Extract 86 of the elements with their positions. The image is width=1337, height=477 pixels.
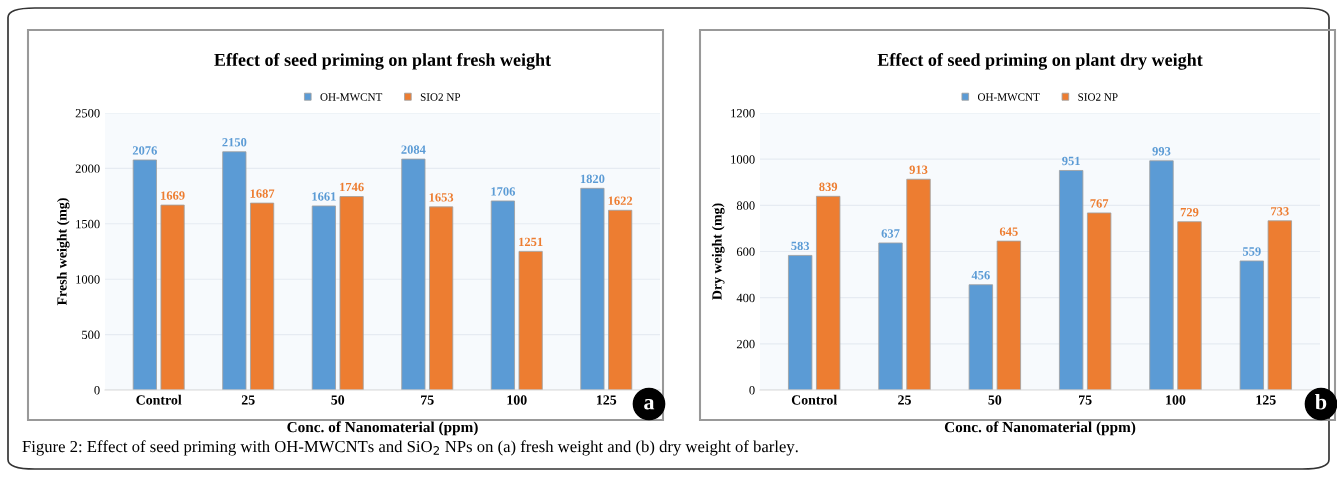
data-label: 583 [791,241,810,251]
chart-title: Effect of seed priming on plant dry weight [877,53,1203,70]
bar [906,178,931,390]
bar [311,205,336,390]
bar [222,151,247,390]
data-label: 645 [999,227,1018,236]
bar [401,158,426,390]
bar [788,255,813,390]
y-tick-label: 200 [736,339,755,349]
x-tick-label: 125 [1256,395,1276,405]
x-tick-label: 100 [1166,395,1186,405]
x-tick-label: 50 [331,395,345,405]
x-tick-label: Control [136,394,182,405]
data-label: 993 [1152,147,1171,156]
x-tick-label: 100 [507,395,527,405]
bar [1177,221,1202,390]
data-label: 951 [1062,156,1080,166]
data-label: 1706 [491,187,516,196]
bar [996,240,1021,390]
bar [490,200,515,390]
y-axis-title: Fresh weight (mg) [56,198,70,306]
data-label: 1746 [340,182,364,192]
data-label: 1661 [312,192,336,201]
x-axis-title: Conc. of Nanomaterial (ppm) [287,421,478,436]
y-tick-label: 1500 [76,219,100,229]
data-label: 913 [909,165,928,174]
bar [1059,170,1084,390]
y-tick-label: 500 [82,330,100,340]
x-tick-label: 25 [241,395,255,405]
y-tick-label: 1000 [76,275,100,284]
data-label: 1669 [161,191,185,200]
bar [878,242,903,390]
data-label: 637 [881,229,900,238]
bar [160,204,185,390]
text: a [644,398,655,410]
legend-label: OH-MWCNT [977,93,1040,101]
data-label: 733 [1271,207,1289,216]
bar [968,284,993,390]
y-tick-label: 2500 [75,109,100,118]
y-tick-label: 2000 [75,164,100,173]
data-label: 559 [1242,247,1261,256]
bar [250,202,275,390]
legend-label: OH-MWCNT [320,93,383,101]
legend-label: SIO2 NP [420,93,461,101]
x-axis-title: Conc. of Nanomaterial (ppm) [944,421,1136,436]
bar [608,209,633,390]
data-label: 1687 [250,189,275,198]
data-label: 1622 [608,196,633,205]
bar [339,196,364,390]
data-label: 839 [819,182,838,192]
y-tick-label: 400 [736,293,755,303]
bar [1239,260,1264,390]
x-tick-label: 25 [898,395,911,405]
data-label: 2076 [132,146,157,155]
chart-title: Effect of seed priming on plant fresh weight [214,53,552,70]
bar [1087,212,1112,390]
y-tick-label: 800 [736,201,755,210]
data-label: 729 [1180,208,1199,217]
y-tick-label: 1200 [731,109,755,118]
y-tick-label: 0 [749,386,755,395]
y-tick-label: 0 [94,386,100,395]
data-label: 1820 [580,174,605,184]
x-tick-label: 50 [988,395,1002,405]
x-tick-label: Control [791,394,837,405]
y-axis-title: Dry weight (mg) [711,203,725,300]
data-label: 767 [1090,199,1109,208]
text: b [1315,393,1327,410]
y-tick-label: 600 [736,247,755,256]
x-tick-label: 75 [421,395,434,405]
bar [429,206,454,390]
data-label: 1653 [429,193,454,202]
data-label: 1251 [519,237,543,247]
x-tick-label: 125 [596,395,617,405]
x-tick-label: 75 [1079,395,1092,405]
data-label: 456 [971,271,990,280]
bar [1267,220,1292,390]
y-tick-label: 1000 [731,155,755,164]
caption: Figure 2: Effect of seed priming with OH-MWCNTs and SiO$_{2}$ NPs on (a) fresh weight and (b) dry weight of barley. [22,440,798,456]
bar [518,250,543,390]
legend-label: SIO2 NP [1078,93,1118,101]
bar [1149,160,1174,390]
data-label: 2150 [222,138,247,147]
data-label: 2084 [401,145,426,154]
bar [816,195,841,390]
bar [132,159,157,390]
bar [580,187,605,390]
